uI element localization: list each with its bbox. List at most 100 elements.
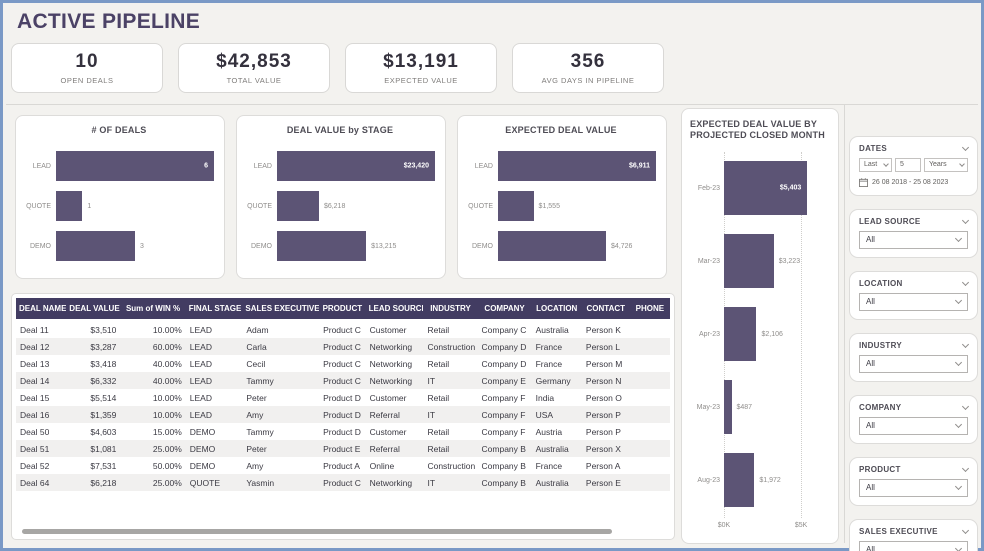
table-row[interactable]: Deal 15 $5,514 10.00% LEAD Peter Product D Cus…	[16, 389, 670, 406]
table-row[interactable]: Deal 64 $6,218 25.00% QUOTE Yasmin Product C N…	[16, 474, 670, 491]
table-cell: Customer	[369, 426, 407, 437]
bar-mar-23[interactable]	[724, 234, 774, 288]
table-horizontal-scrollbar[interactable]	[22, 529, 612, 534]
table-row[interactable]: Deal 52 $7,531 50.00% DEMO Amy Product A Onlin…	[16, 457, 670, 474]
chevron-down-icon[interactable]	[961, 464, 970, 473]
chevron-down-icon	[954, 296, 963, 305]
table-cell: 25.00%	[152, 443, 182, 454]
table-cell: DEMO	[189, 443, 216, 454]
bar-demo[interactable]	[498, 231, 607, 261]
table-row[interactable]: Deal 12 $3,287 60.00% LEAD Carla Product C Net…	[16, 338, 670, 355]
chevron-down-icon[interactable]	[961, 402, 970, 411]
bars: LEAD 6 QUOTE 1 DEMO 3	[24, 146, 214, 266]
table-cell: Customer	[369, 324, 407, 335]
filter-dropdown[interactable]: All	[859, 293, 968, 311]
table-cell: Deal 50	[20, 426, 50, 437]
table-cell: Person P	[585, 409, 621, 420]
table-cell: Retail	[427, 324, 450, 335]
dates-unit-dropdown[interactable]: Years	[924, 158, 968, 172]
table-cell: Retail	[427, 426, 450, 437]
filter-head: SALES EXECUTIVE	[859, 526, 970, 536]
chevron-down-icon[interactable]	[961, 143, 970, 152]
month-row-aug-23: Aug-23 $1,972	[697, 444, 830, 517]
selected-value: All	[866, 297, 875, 306]
bar-lead[interactable]: 6	[56, 151, 214, 181]
table-cell: Networking	[369, 341, 413, 352]
table-row[interactable]: Deal 14 $6,332 40.00% LEAD Tammy Product C Net…	[16, 372, 670, 389]
bar-lead[interactable]: $23,420	[277, 151, 435, 181]
table-cell: 50.00%	[152, 460, 182, 471]
month-ticks: $0K $5K	[718, 518, 830, 532]
bar-quote[interactable]	[277, 191, 319, 221]
category-label: LEAD	[474, 162, 493, 170]
table-cell: Product D	[323, 409, 361, 420]
table-cell: Carla	[246, 341, 267, 352]
filter-dropdown[interactable]: All	[859, 417, 968, 435]
chart-deal-value-by-stage: DEAL VALUE by STAGE LEAD $23,420 QUOTE $6,21…	[236, 115, 446, 279]
table-cell: LEAD	[189, 341, 212, 352]
bar-apr-23[interactable]	[724, 307, 757, 361]
bar-aug-23[interactable]	[724, 453, 755, 507]
column-header-deal-value: DEAL VALUE	[66, 298, 121, 321]
chevron-down-icon[interactable]	[961, 340, 970, 349]
deals-table-card: DEAL NAME DEAL VALUE Sum of WIN % FINAL STA…	[11, 293, 675, 540]
bar-may-23[interactable]	[724, 380, 732, 434]
table-cell: $3,418	[90, 358, 117, 369]
table-cell: Australia	[535, 324, 569, 335]
selected-value: All	[866, 235, 875, 244]
chart-title: DEAL VALUE by STAGE	[286, 125, 394, 135]
table-cell: Tammy	[246, 426, 274, 437]
filter-dropdown[interactable]: All	[859, 541, 968, 551]
table-row[interactable]: Deal 13 $3,418 40.00% LEAD Cecil Product C Net…	[16, 355, 670, 372]
calendar-icon	[859, 178, 868, 187]
table-cell: $6,332	[90, 375, 117, 386]
table-cell: Product D	[323, 426, 361, 437]
bar-quote[interactable]	[498, 191, 534, 221]
table-header-row: DEAL NAME DEAL VALUE Sum of WIN % FINAL STA…	[16, 298, 670, 321]
filter-dropdown[interactable]: All	[859, 479, 968, 497]
table-cell	[630, 423, 670, 440]
filter-dropdown[interactable]: All	[859, 355, 968, 373]
table-row[interactable]: Deal 16 $1,359 10.00% LEAD Amy Product D Refer…	[16, 406, 670, 423]
chart-of-deals: # OF DEALS LEAD 6 QUOTE 1 DEMO 3	[15, 115, 225, 279]
table-cell: Referral	[369, 409, 400, 420]
filter-dropdown[interactable]: All	[859, 231, 968, 249]
chevron-down-icon[interactable]	[961, 216, 970, 225]
data-label: $2,106	[761, 330, 783, 338]
gridline	[801, 151, 803, 518]
bar-demo[interactable]	[56, 231, 135, 261]
table-cell: IT	[427, 477, 436, 488]
data-label: $6,218	[323, 202, 346, 210]
table-cell: Company F	[481, 409, 526, 420]
bar-row-demo: DEMO 3	[24, 226, 214, 266]
deals-table: DEAL NAME DEAL VALUE Sum of WIN % FINAL STA…	[16, 298, 670, 491]
bar-area: $4,726	[498, 231, 656, 261]
chevron-down-icon[interactable]	[961, 278, 970, 287]
bar-demo[interactable]	[277, 231, 367, 261]
table-cell: Austria	[535, 426, 563, 437]
table-row[interactable]: Deal 50 $4,603 15.00% DEMO Tammy Product D Cus…	[16, 423, 670, 440]
table-cell: Product C	[323, 324, 361, 335]
table-cell: Cecil	[246, 358, 266, 369]
table-cell: Customer	[369, 392, 407, 403]
kpi-card-open-deals: 10 OPEN DEALS	[11, 43, 163, 93]
vertical-divider	[844, 104, 845, 543]
dates-mode-dropdown[interactable]: Last	[859, 158, 892, 172]
bar-lead[interactable]: $6,911	[498, 151, 656, 181]
chevron-down-icon	[954, 544, 963, 551]
table-row[interactable]: Deal 51 $1,081 25.00% DEMO Peter Product E Ref…	[16, 440, 670, 457]
dates-amount-input[interactable]: 5	[895, 158, 921, 172]
bar-quote[interactable]	[56, 191, 83, 221]
bar-area: 1	[56, 191, 214, 221]
chevron-down-icon	[959, 160, 965, 167]
table-row[interactable]: Deal 11 $3,510 10.00% LEAD Adam Product C Cust…	[16, 320, 670, 338]
bar-area: $23,420	[277, 151, 435, 181]
table-cell: Retail	[427, 392, 450, 403]
bar-feb-23[interactable]: $5,403	[724, 161, 808, 215]
filter-head: INDUSTRY	[859, 340, 970, 350]
chart-title: # OF DEALS	[91, 125, 147, 135]
category-label: Mar-23	[697, 257, 720, 265]
chevron-down-icon[interactable]	[961, 526, 970, 535]
bar-row-lead: LEAD 6	[24, 146, 214, 186]
